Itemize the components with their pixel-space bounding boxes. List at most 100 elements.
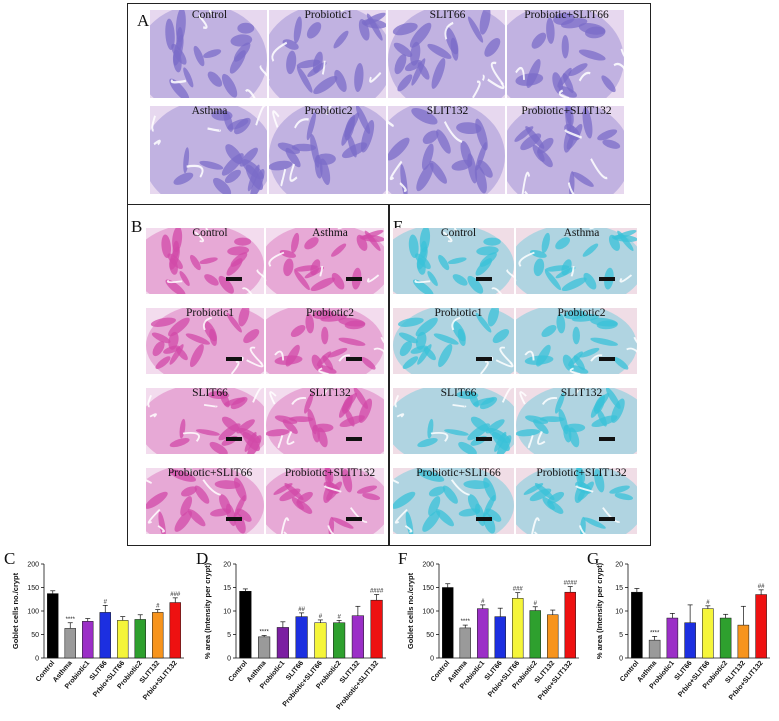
chart-D-svg: % area (Intensity per crypt) 05101520Cont…: [203, 561, 386, 711]
bar-probiotic2: [719, 617, 732, 659]
scale-bar: [475, 356, 492, 361]
bar-control: [47, 593, 59, 659]
bar-slit66: [684, 622, 696, 659]
y-tick-label: 15: [223, 585, 231, 592]
bar-asthma: [459, 627, 471, 659]
scale-bar: [346, 436, 363, 441]
panelA-image-0: [150, 10, 267, 98]
panelA-image-3: [507, 10, 624, 98]
panelA-image-7: [507, 106, 624, 194]
significance-label: ****: [259, 629, 269, 635]
significance-label: ####: [564, 581, 578, 587]
chart-G-svg: % area (Intensity per crypt) 05101520Cont…: [595, 561, 770, 702]
bar-slit132: [152, 612, 164, 659]
panelE-image-1: [516, 228, 637, 294]
panelE-image-5: [516, 388, 637, 454]
scale-bar: [475, 276, 492, 281]
scale-bar: [226, 436, 243, 441]
panelA-label-0: Control: [191, 9, 228, 21]
panelE-label-6: Probiotic+SLIT66: [416, 467, 501, 479]
panelE-image-3: [516, 308, 637, 374]
panelB-label-1: Asthma: [312, 227, 348, 239]
bar-probiotic-slit132: [370, 599, 383, 659]
scale-bar: [475, 516, 492, 521]
panelB-label-0: Control: [192, 227, 228, 239]
y-tick-label: 5: [227, 632, 231, 639]
chart-c: Goblet cells no./crypt 0 50 100 150 200 Contro…: [10, 556, 190, 716]
bar-prbio-slit66: [512, 598, 524, 659]
panelB-label-5: SLIT132: [309, 387, 351, 399]
bar-prbio-slit132: [564, 591, 576, 659]
panelB-image-4: [146, 388, 264, 454]
scale-bar: [598, 276, 615, 281]
chart-f: Goblet cells no./crypt 0 50 100 150 200 Contro…: [405, 556, 585, 716]
significance-label: #: [104, 599, 108, 605]
scale-bar: [598, 516, 615, 521]
panelA-label-6: SLIT132: [426, 105, 469, 117]
significance-label: ****: [650, 630, 660, 636]
panelB-label-4: SLIT66: [192, 387, 228, 399]
bar-probiotic2: [134, 619, 146, 659]
panel-letter-a: A: [137, 11, 150, 30]
significance-label: ****: [66, 617, 76, 623]
y-tick-label: 0: [430, 655, 434, 662]
panelB-image-0: [146, 228, 264, 294]
panelA-image-4: [150, 106, 267, 194]
chart-g: % area (Intensity per crypt) 0 5 10 15 20 Cont…: [594, 556, 776, 716]
significance-label: ##: [758, 584, 765, 590]
scale-bar: [346, 356, 363, 361]
x-tick-label: Prbio+SLIT132: [728, 660, 765, 702]
bar-probiotic1: [82, 621, 94, 659]
y-tick-label: 200: [422, 561, 434, 568]
panelE-label-7: Probiotic+SLIT132: [536, 467, 627, 479]
panelE-label-3: Probiotic2: [557, 307, 606, 319]
panelA-label-7: Probiotic+SLIT132: [521, 105, 612, 117]
panelE-label-1: Asthma: [563, 227, 600, 239]
y-tick-label: 50: [426, 632, 434, 639]
x-tick-label: Prbio+SLIT132: [142, 660, 179, 702]
panelE-image-0: [393, 228, 514, 294]
panelE-label-2: Probiotic1: [434, 307, 483, 319]
y-tick-label: 100: [27, 608, 39, 615]
y-tick-label: 20: [223, 561, 231, 568]
panel-letter-e: E: [393, 217, 404, 236]
bar-probiotic1: [666, 617, 679, 659]
panelA-image-5: [269, 106, 386, 194]
panel-letter-b: B: [131, 217, 143, 236]
panelB-label-6: Probiotic+SLIT66: [167, 467, 253, 479]
panelE-image-2: [393, 308, 514, 374]
scale-bar: [226, 356, 243, 361]
y-axis-label: Goblet cells no./crypt: [11, 572, 20, 649]
panelB-label-2: Probiotic1: [186, 307, 234, 319]
panelB-image-6: [146, 468, 264, 534]
panelA-label-3: Probiotic+SLIT66: [524, 9, 609, 21]
panelB-label-3: Probiotic2: [306, 307, 354, 319]
panelA-label-5: Probiotic2: [304, 105, 353, 117]
panelA-label-1: Probiotic1: [304, 9, 353, 21]
panelA-label-4: Asthma: [191, 105, 228, 117]
panel-divider: [388, 204, 390, 546]
scale-bar: [226, 516, 243, 521]
significance-label: #: [156, 604, 160, 610]
y-tick-label: 15: [615, 585, 623, 592]
bar-probiotic2: [529, 610, 541, 659]
panel-letter-f: F: [398, 549, 408, 568]
significance-label: ****: [461, 619, 471, 625]
y-tick-label: 10: [223, 608, 231, 615]
panel-letter-d: D: [196, 549, 209, 568]
chart-F-svg: Goblet cells no./crypt050100150200Contro…: [406, 561, 579, 702]
panelE-image-7: [516, 468, 637, 534]
y-tick-label: 150: [422, 585, 434, 592]
y-axis-label: % area (Intensity per crypt): [203, 562, 212, 659]
bar-control: [631, 591, 643, 659]
bar-probiotic2: [333, 622, 346, 659]
panelB-image-1: [266, 228, 384, 294]
panelB-image-7: [266, 468, 384, 534]
y-tick-label: 5: [619, 632, 623, 639]
panelA-image-2: [388, 10, 505, 98]
y-axis-label: % area (Intensity per crypt): [595, 562, 604, 659]
significance-label: #: [337, 614, 341, 620]
panelA-image-6: [388, 106, 505, 194]
chart-C-svg: Goblet cells no./crypt050100150200Contro…: [11, 561, 184, 702]
scale-bar: [475, 436, 492, 441]
